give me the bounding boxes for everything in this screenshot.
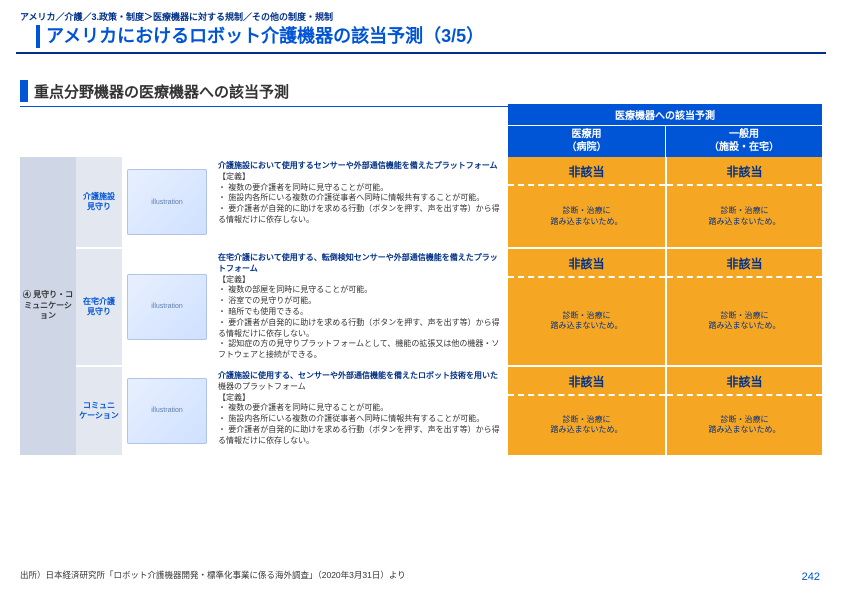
source-citation: 出所）日本経済研究所「ロボット介護機器開発・標準化事業に係る海外調査」（2020… <box>20 569 406 581</box>
row-description: 介護施設に使用する、センサーや外部通信機能を備えたロボット技術を用いた 機器のプ… <box>212 367 508 455</box>
breadcrumb: アメリカ／介護／3.政策・制度＞医療機器に対する規制／その他の制度・規制 <box>0 0 842 25</box>
pred-cell-general: 非該当 診断・治療に踏み込まないため。 <box>665 249 822 365</box>
row-description: 介護施設において使用するセンサーや外部通信機能を備えたプラットフォーム 【定義】… <box>212 157 508 247</box>
row-image: illustration <box>122 367 212 455</box>
pred-status: 非該当 <box>667 157 822 186</box>
pred-cell-general: 非該当 診断・治療に踏み込まないため。 <box>665 367 822 455</box>
pred-status: 非該当 <box>508 249 665 278</box>
row-name: 介護施設見守り <box>76 157 122 247</box>
table-row: 介護施設見守り illustration 介護施設において使用するセンサーや外部… <box>76 157 822 247</box>
row-description: 在宅介護において使用する、転倒検知センサーや外部通信機能を備えたプラットフォーム… <box>212 249 508 365</box>
prediction-table: 医療機器への該当予測 医療用（病院） 一般用（施設・在宅） ④ 見守り・コミュニ… <box>20 104 822 455</box>
pred-status: 非該当 <box>667 249 822 278</box>
pred-status: 非該当 <box>508 157 665 186</box>
table-row: コミュニケーション illustration 介護施設に使用する、センサーや外部… <box>76 365 822 455</box>
table-row: 在宅介護見守り illustration 在宅介護において使用する、転倒検知セン… <box>76 247 822 365</box>
section-subtitle: 重点分野機器の医療機器への該当予測 <box>34 81 822 102</box>
pred-cell-medical: 非該当 診断・治療に踏み込まないため。 <box>508 157 665 247</box>
pred-reason: 診断・治療に踏み込まないため。 <box>667 278 822 365</box>
pred-reason: 診断・治療に踏み込まないため。 <box>667 186 822 247</box>
row-name: 在宅介護見守り <box>76 249 122 365</box>
pred-reason: 診断・治療に踏み込まないため。 <box>667 396 822 455</box>
row-image: illustration <box>122 249 212 365</box>
pred-reason: 診断・治療に踏み込まないため。 <box>508 186 665 247</box>
table-header-group: 医療機器への該当予測 <box>508 104 822 126</box>
illustration-placeholder: illustration <box>127 169 207 235</box>
illustration-placeholder: illustration <box>127 274 207 340</box>
page-title: アメリカにおけるロボット介護機器の該当予測（3/5） <box>36 25 806 48</box>
row-name: コミュニケーション <box>76 367 122 455</box>
illustration-placeholder: illustration <box>127 378 207 444</box>
page-number: 242 <box>802 571 820 583</box>
col-header-general: 一般用（施設・在宅） <box>665 126 822 157</box>
pred-cell-medical: 非該当 診断・治療に踏み込まないため。 <box>508 249 665 365</box>
pred-reason: 診断・治療に踏み込まないため。 <box>508 278 665 365</box>
pred-reason: 診断・治療に踏み込まないため。 <box>508 396 665 455</box>
col-header-medical: 医療用（病院） <box>508 126 665 157</box>
row-image: illustration <box>122 157 212 247</box>
pred-status: 非該当 <box>667 367 822 396</box>
category-cell: ④ 見守り・コミュニケーション <box>20 157 76 455</box>
pred-cell-general: 非該当 診断・治療に踏み込まないため。 <box>665 157 822 247</box>
subtitle-accent <box>20 80 28 102</box>
pred-cell-medical: 非該当 診断・治療に踏み込まないため。 <box>508 367 665 455</box>
pred-status: 非該当 <box>508 367 665 396</box>
